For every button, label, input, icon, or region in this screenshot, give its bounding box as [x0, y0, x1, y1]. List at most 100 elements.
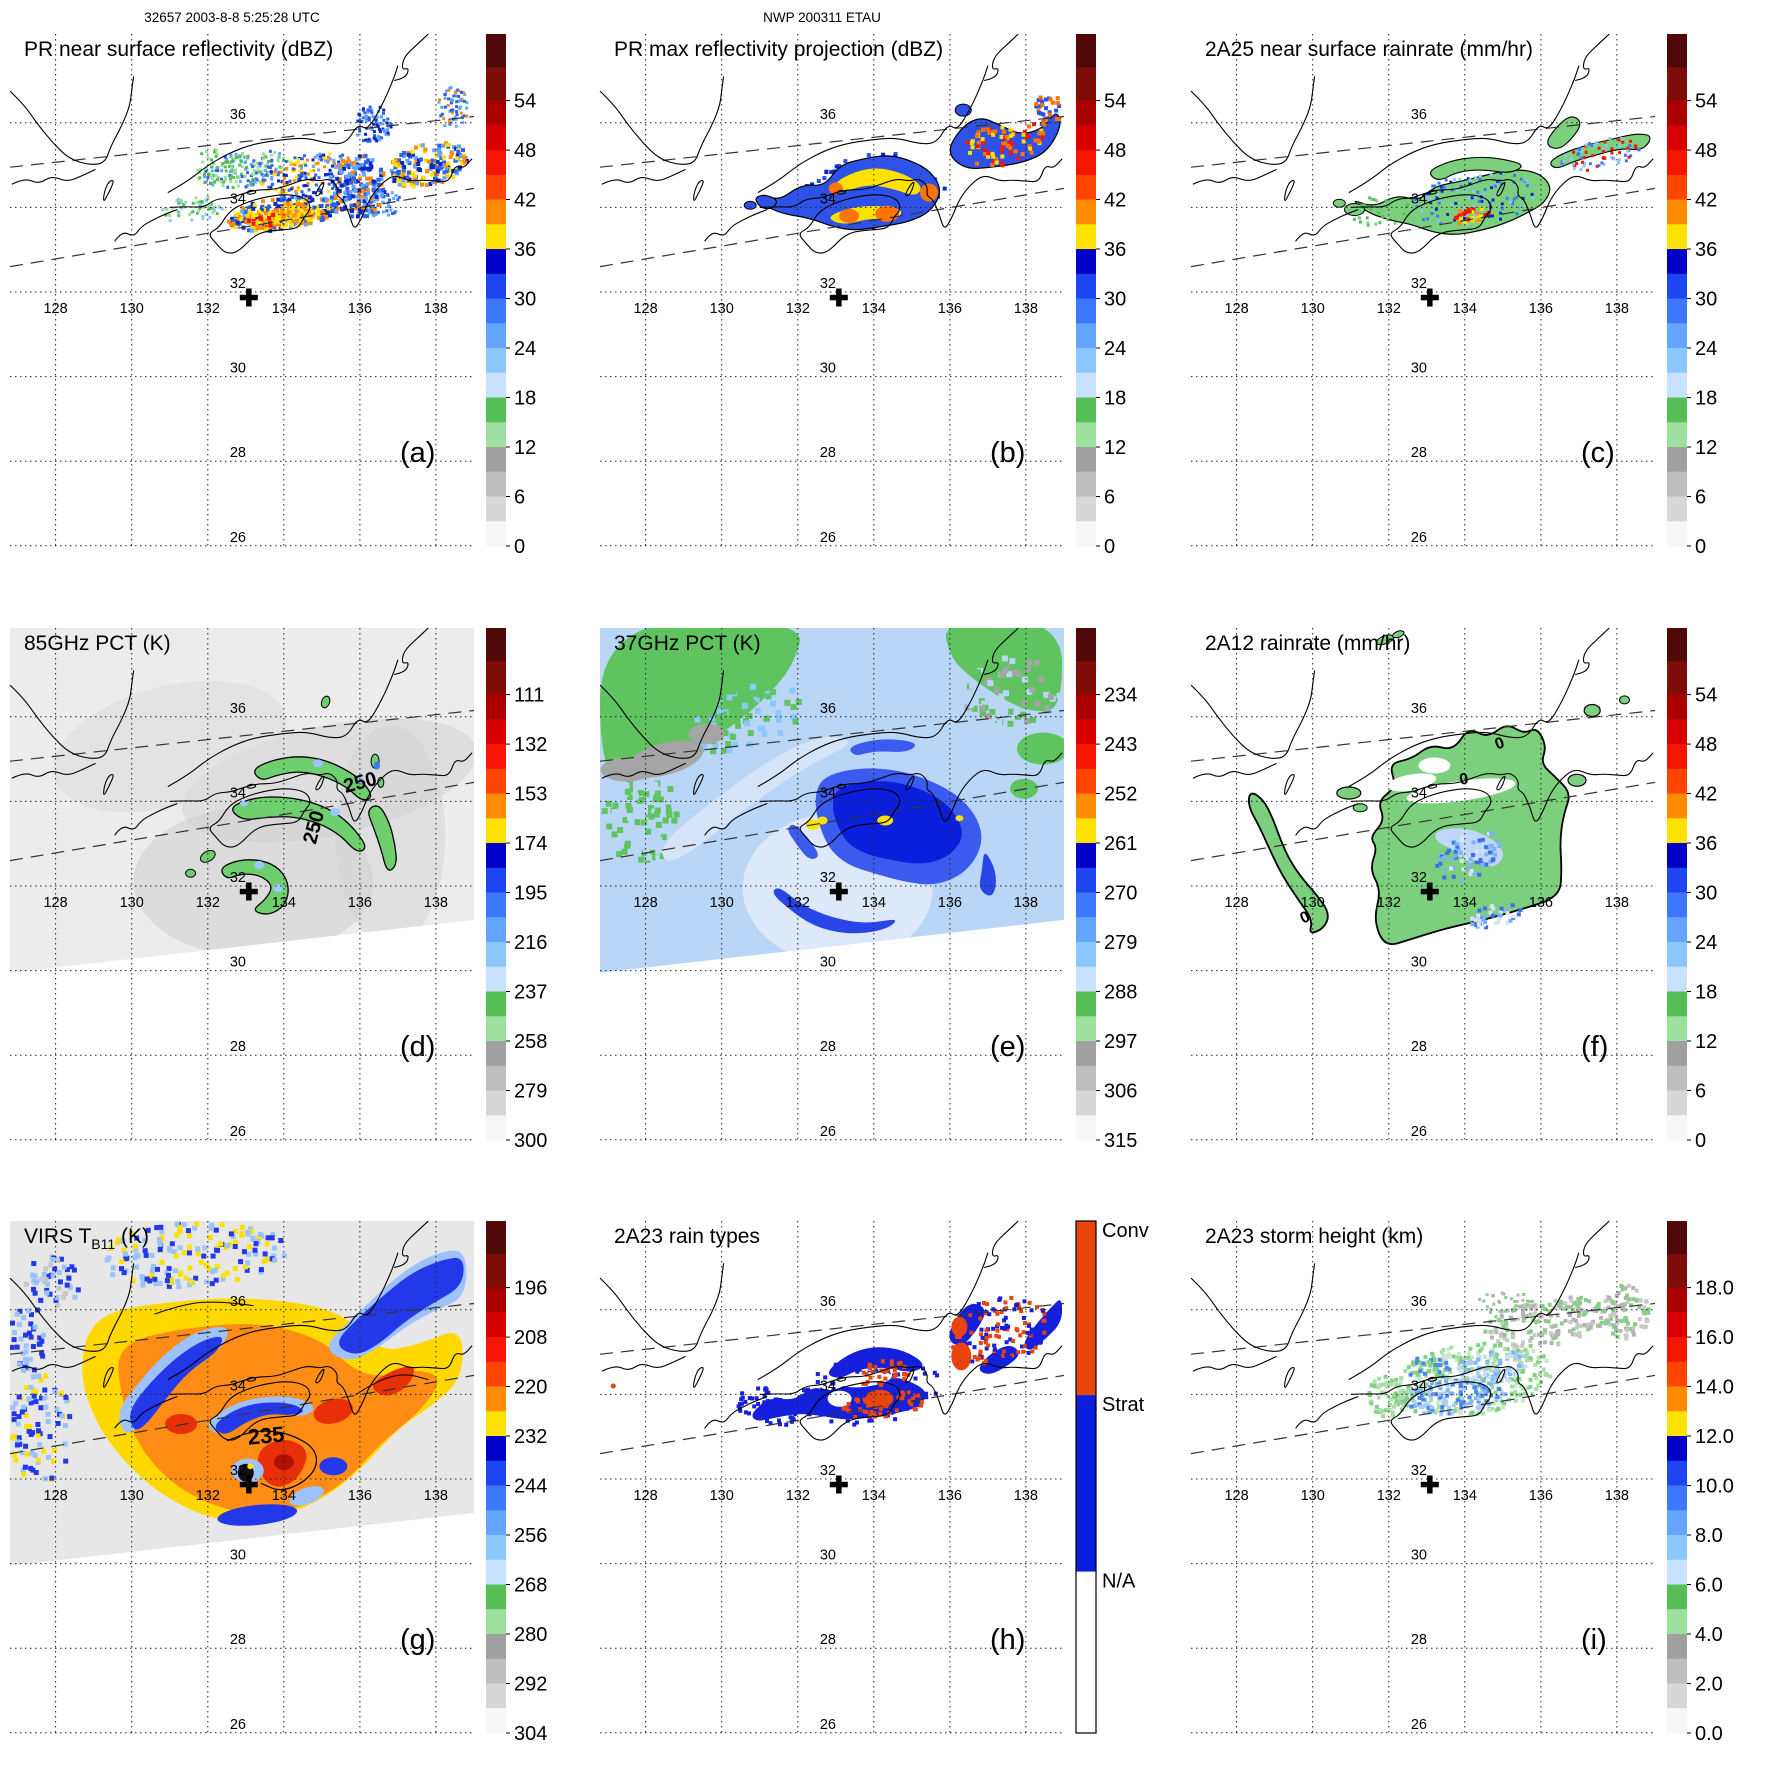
data-spot	[355, 777, 364, 784]
graticule	[600, 1221, 1064, 1734]
panel-b: 36 34 32 30 28 26 128 130 132 134 136 138 NWP 200311…	[590, 0, 1180, 589]
colorbar: 111 132 153 174 195 216 237 258 279 300	[486, 628, 547, 1152]
lat-label: 32	[820, 276, 836, 292]
colorbar-tick-label: 232	[514, 1426, 547, 1448]
colorbar-tick-label: 24	[1695, 932, 1717, 954]
map-area: 36 34 32 30 28 26 128 130 132 134 136 138 2A23 storm…	[1190, 1220, 1656, 1734]
colorbar-tick-label: 297	[1104, 1031, 1137, 1053]
data-spot	[319, 1457, 348, 1476]
data-spot	[320, 695, 331, 709]
lon-label: 138	[1014, 301, 1038, 317]
lon-label: 132	[786, 301, 810, 317]
map-area: 36 34 32 30 28 26 128 130 132 134 136 138 2A25 near …	[1190, 33, 1656, 547]
colorbar-tick-label: 48	[1104, 140, 1126, 162]
lon-label: 134	[272, 895, 296, 911]
colorbar-tick-label: 300	[514, 1130, 547, 1152]
lat-label: 36	[1411, 107, 1427, 123]
lat-label: 34	[1411, 785, 1427, 801]
data-spot	[1332, 198, 1346, 208]
speckle-cluster	[104, 1221, 287, 1289]
lon-label: 130	[710, 301, 734, 317]
panel-title: VIRS TB11 (K)	[24, 1225, 149, 1252]
colorbar-tick-label: 16.0	[1695, 1327, 1734, 1349]
colorbar-tick-label: 6	[1695, 1081, 1706, 1103]
colorbar: 54 48 42 36 30 24 18 12 6 0	[486, 34, 536, 558]
speckle-cluster	[161, 196, 224, 223]
pr-swath-edges	[1190, 115, 1656, 268]
data-spot	[217, 1504, 297, 1526]
coastline	[1190, 33, 1654, 254]
lat-label: 32	[1411, 870, 1427, 886]
panel-title: 2A12 rainrate (mm/hr)	[1205, 632, 1410, 655]
lat-label: 28	[1411, 1632, 1427, 1648]
speckle-cluster	[1456, 1350, 1528, 1387]
colorbar-tick-label: 54	[514, 91, 536, 113]
speckle-cluster	[1034, 95, 1062, 128]
data-blob	[835, 168, 921, 195]
colorbar-tick-label: 216	[514, 932, 547, 954]
lat-label: 30	[230, 955, 246, 971]
colorbar: 234 243 252 261 270 279 288 297 306 315	[1076, 628, 1137, 1152]
lon-label: 128	[633, 895, 657, 911]
data-spot	[865, 1389, 894, 1408]
coastline	[9, 1220, 473, 1441]
data-blob	[1430, 156, 1522, 180]
colorbar-tick-label: 6	[514, 487, 525, 509]
lat-label: 28	[230, 445, 246, 461]
speckle-cluster	[328, 153, 387, 219]
pr-swath-edges	[1190, 709, 1656, 862]
colorbar-tick-label: 304	[514, 1723, 547, 1745]
colorbar-tick-label: 24	[1104, 338, 1126, 360]
lat-label: 32	[1411, 276, 1427, 292]
speckle-cluster	[389, 141, 469, 189]
colorbar-tick-label: 12	[514, 437, 536, 459]
colorbar-tick-label: 48	[1695, 140, 1717, 162]
lon-label: 132	[1377, 895, 1401, 911]
colorbar-tick-label: 196	[514, 1278, 547, 1300]
colorbar-tick-label: 12.0	[1695, 1426, 1734, 1448]
colorbar-tick-label: 30	[1104, 289, 1126, 311]
data-spot	[920, 183, 938, 202]
panel-h-svg: 36 34 32 30 28 26 128 130 132 134 136 138 2A23 rain …	[599, 1220, 1149, 1734]
colorbar-tick-label: 153	[514, 784, 547, 806]
pr-swath-edges	[599, 709, 1065, 862]
data-blob	[979, 1346, 1019, 1374]
speckle-cluster	[437, 85, 469, 128]
pr-swath-edges	[599, 1302, 1065, 1455]
data-blob	[1550, 133, 1651, 169]
lat-label: 32	[1411, 1463, 1427, 1479]
speckle-cluster	[260, 152, 361, 200]
data-spot	[1386, 773, 1437, 792]
lon-label: 130	[1301, 301, 1325, 317]
colorbar: 54 48 42 36 30 24 18 12 6 0	[1667, 628, 1717, 1152]
lon-label: 132	[1377, 301, 1401, 317]
storm-center-marker	[1420, 288, 1439, 307]
speckle-cluster	[1367, 1374, 1410, 1419]
data-spot	[1017, 732, 1064, 765]
panel-c: 36 34 32 30 28 26 128 130 132 134 136 138 2A25 near …	[1181, 0, 1771, 589]
lat-label: 36	[820, 107, 836, 123]
graticule	[10, 628, 474, 1141]
lon-label: 130	[1301, 1488, 1325, 1504]
panel-f: 36 34 32 30 28 26 128 130 132 134 136 138 0 0 0 2A12 ra…	[1181, 594, 1771, 1183]
colorbar-tick-label: 174	[514, 833, 547, 855]
lat-label: 32	[230, 1463, 246, 1479]
lat-label: 34	[820, 785, 836, 801]
lat-label: 26	[820, 530, 836, 546]
lat-label: 30	[820, 955, 836, 971]
colorbar-tick-label: 24	[514, 338, 536, 360]
coastline	[9, 627, 473, 848]
colorbar-tick-label: 256	[514, 1525, 547, 1547]
lat-label: 28	[230, 1632, 246, 1648]
lon-label: 128	[1224, 301, 1248, 317]
data-spot	[247, 1463, 254, 1470]
data-blob	[850, 739, 916, 756]
map-area: 36 34 32 30 28 26 128 130 132 134 136 138 2A23 rain …	[599, 1220, 1065, 1734]
data-blob	[755, 194, 777, 210]
coastline	[9, 33, 473, 254]
speckle-cluster	[1470, 903, 1523, 930]
coastline	[1190, 1220, 1654, 1441]
colorbar-tick-label: 306	[1104, 1081, 1137, 1103]
lon-label: 134	[862, 895, 886, 911]
